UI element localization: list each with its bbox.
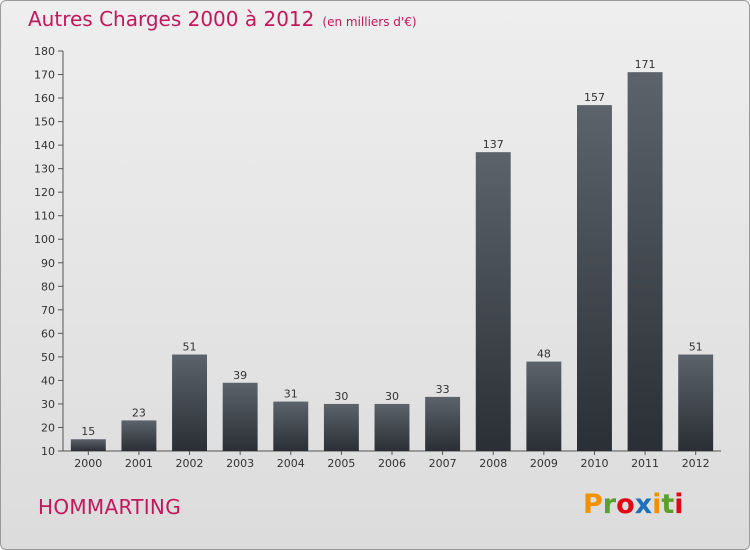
x-tick-label: 2000 (74, 457, 102, 470)
bar (222, 382, 258, 451)
data-label: 48 (537, 348, 551, 361)
bar (273, 401, 309, 451)
y-tick-label: 130 (34, 163, 55, 176)
bar (678, 354, 714, 451)
x-tick-label: 2007 (429, 457, 457, 470)
x-tick-label: 2010 (580, 457, 608, 470)
x-tick-label: 2008 (479, 457, 507, 470)
chart-title: Autres Charges 2000 à 2012 (en milliers d… (28, 7, 417, 31)
logo-letter: r (602, 489, 617, 520)
y-tick-label: 140 (34, 139, 55, 152)
data-label: 30 (385, 390, 399, 403)
data-label: 137 (483, 138, 504, 151)
y-tick-label: 160 (34, 92, 55, 105)
data-label: 23 (132, 406, 146, 419)
data-label: 15 (81, 425, 95, 438)
data-label: 51 (183, 341, 197, 354)
y-tick-label: 80 (41, 280, 55, 293)
y-tick-label: 120 (34, 186, 55, 199)
bar (121, 420, 157, 451)
y-tick-label: 170 (34, 69, 55, 82)
bar (374, 403, 410, 451)
chart-axes: 10 20 30 40 50 60 70 80 90 100 110 120 130 140 150 160 1… (34, 45, 721, 470)
chart-title-text: Autres Charges 2000 à 2012 (28, 7, 315, 31)
bar (323, 403, 359, 451)
chart-subtitle: (en milliers d'€) (322, 15, 417, 29)
y-tick-label: 50 (41, 351, 55, 364)
data-label: 39 (233, 369, 247, 382)
bar (526, 361, 562, 451)
data-label: 33 (436, 383, 450, 396)
proxiti-logo: Proxiti (583, 489, 684, 520)
y-tick-label: 180 (34, 45, 55, 58)
commune-name: HOMMARTING (38, 495, 181, 519)
bar (70, 439, 106, 451)
x-tick-label: 2006 (378, 457, 406, 470)
y-tick-label: 90 (41, 257, 55, 270)
data-label: 51 (689, 341, 703, 354)
logo-letter: t (661, 489, 675, 520)
bar (576, 105, 612, 451)
data-label: 157 (584, 91, 605, 104)
y-tick-label: 70 (41, 304, 55, 317)
bar (425, 396, 461, 451)
y-tick-label: 40 (41, 374, 55, 387)
y-tick-label: 30 (41, 398, 55, 411)
x-tick-label: 2011 (631, 457, 659, 470)
x-tick-label: 2004 (277, 457, 305, 470)
data-label: 171 (635, 58, 656, 71)
x-tick-label: 2012 (682, 457, 710, 470)
bar (172, 354, 208, 451)
y-tick-label: 20 (41, 421, 55, 434)
data-label: 31 (284, 388, 298, 401)
logo-letter: i (674, 489, 684, 520)
x-tick-label: 2009 (530, 457, 558, 470)
y-tick-label: 100 (34, 233, 55, 246)
bar (475, 152, 511, 452)
x-tick-label: 2001 (125, 457, 153, 470)
x-tick-label: 2002 (176, 457, 204, 470)
data-label: 30 (334, 390, 348, 403)
logo-letter: i (652, 489, 662, 520)
y-tick-label: 10 (41, 445, 55, 458)
y-tick-label: 60 (41, 327, 55, 340)
logo-letter: P (583, 489, 603, 520)
logo-letter: o (616, 489, 635, 520)
x-tick-label: 2003 (226, 457, 254, 470)
chart-bars: 15 23 51 39 31 30 30 33 137 48 157 171 51 (70, 58, 714, 452)
logo-letter: x (634, 489, 653, 520)
x-tick-label: 2005 (327, 457, 355, 470)
bar (627, 72, 663, 452)
y-tick-label: 150 (34, 116, 55, 129)
y-tick-label: 110 (34, 210, 55, 223)
